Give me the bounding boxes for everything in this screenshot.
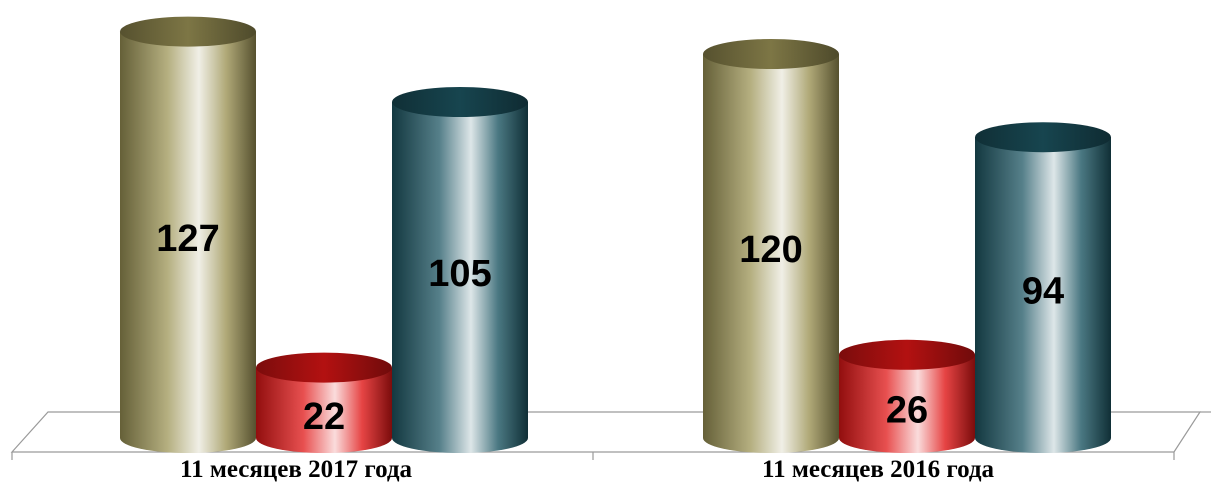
bar-top — [392, 87, 528, 117]
category-group: 127 22 105 — [120, 17, 528, 453]
bar: 120 — [703, 39, 839, 453]
data-label: 127 — [156, 218, 219, 260]
bar: 22 — [256, 353, 392, 453]
bar: 26 — [839, 340, 975, 453]
data-label: 26 — [886, 389, 928, 431]
data-label: 22 — [303, 396, 345, 438]
bars-group: 127 22 105 120 26 94 — [120, 17, 1111, 453]
bar-top — [703, 39, 839, 69]
bar-top — [839, 340, 975, 370]
category-group: 120 26 94 — [703, 39, 1111, 453]
category-label: 11 месяцев 2017 года — [96, 456, 496, 484]
bar: 105 — [392, 87, 528, 453]
data-label: 94 — [1022, 271, 1064, 313]
data-label: 120 — [739, 229, 802, 271]
bar-top — [975, 122, 1111, 152]
bar-top — [256, 353, 392, 383]
bar: 94 — [975, 122, 1111, 453]
category-label: 11 месяцев 2016 года — [678, 456, 1078, 484]
bar: 127 — [120, 17, 256, 453]
data-label: 105 — [428, 253, 491, 295]
bar-top — [120, 17, 256, 47]
